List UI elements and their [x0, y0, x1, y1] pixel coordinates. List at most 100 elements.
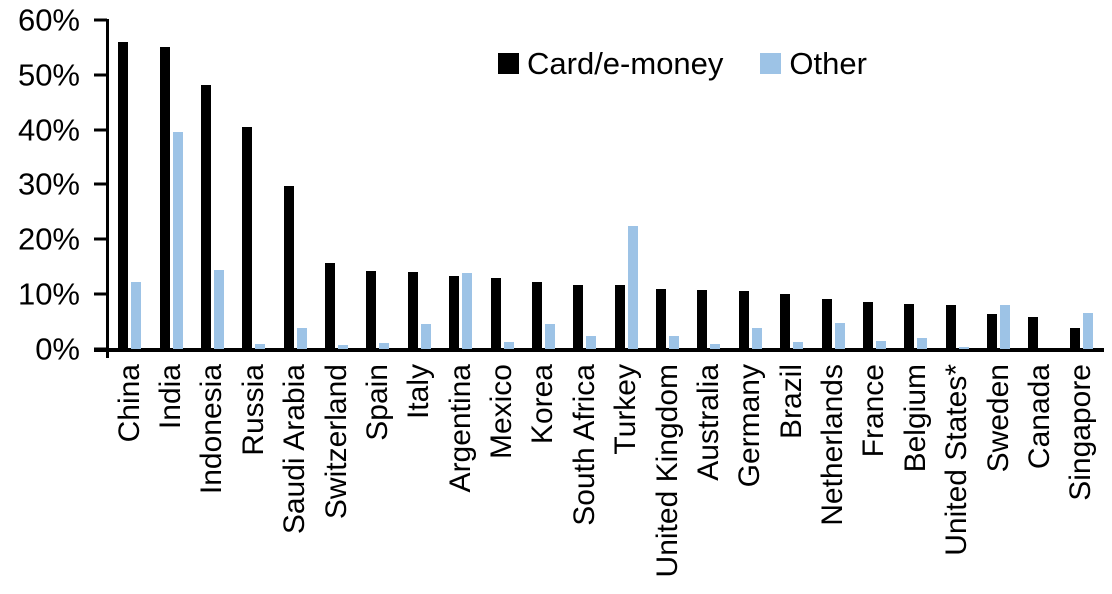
bar-card-e-money-united-states [945, 305, 956, 349]
bar-other-argentina [462, 273, 473, 349]
x-label-slot-indonesia: Indonesia [192, 360, 233, 592]
bar-card-e-money-korea [531, 282, 542, 349]
bar-other-korea [544, 323, 555, 349]
x-label-slot-germany: Germany [730, 360, 771, 592]
x-label-slot-australia: Australia [688, 360, 729, 592]
y-tick-mark-10 [94, 292, 107, 296]
x-label-slot-singapore: Singapore [1061, 360, 1102, 592]
bar-card-e-money-brazil [780, 294, 791, 349]
y-tick-mark-0 [94, 347, 107, 350]
y-tick-mark-30 [94, 182, 107, 186]
x-label-slot-belgium: Belgium [895, 360, 936, 592]
bar-card-e-money-argentina [449, 275, 460, 349]
x-label-russia: Russia [236, 364, 270, 456]
bar-card-e-money-netherlands [821, 298, 832, 349]
y-tick-mark-20 [94, 237, 107, 241]
x-label-slot-argentina: Argentina [440, 360, 481, 592]
bar-other-australia [710, 343, 721, 349]
x-label-slot-russia: Russia [233, 360, 274, 592]
bar-group-india [150, 20, 191, 349]
x-label-slot-italy: Italy [399, 360, 440, 592]
x-label-switzerland: Switzerland [319, 364, 353, 520]
x-label-slot-switzerland: Switzerland [316, 360, 357, 592]
bar-other-italy [420, 324, 431, 349]
x-label-slot-sweden: Sweden [978, 360, 1019, 592]
x-label-slot-spain: Spain [357, 360, 398, 592]
bar-other-united-states [958, 347, 969, 349]
bar-card-e-money-indonesia [200, 84, 211, 349]
x-label-slot-south-africa: South Africa [564, 360, 605, 592]
bar-card-e-money-india [159, 47, 170, 349]
x-label-spain: Spain [360, 364, 394, 441]
x-label-france: France [857, 364, 891, 458]
bar-other-saudi-arabia [296, 328, 307, 349]
legend-label-other: Other [789, 46, 867, 81]
bar-other-russia [255, 343, 266, 349]
x-axis-line [94, 348, 1104, 352]
bar-other-sweden [1000, 305, 1011, 349]
x-label-mexico: Mexico [485, 364, 519, 460]
bar-other-india [172, 132, 183, 349]
bar-other-brazil [793, 342, 804, 349]
bar-other-france [875, 340, 886, 349]
x-label-south-africa: South Africa [567, 364, 601, 526]
x-label-slot-saudi-arabia: Saudi Arabia [275, 360, 316, 592]
x-label-china: China [112, 364, 146, 443]
legend-swatch-card-e-money-icon [498, 53, 519, 74]
x-label-slot-korea: Korea [523, 360, 564, 592]
legend-item-other: Other [760, 48, 867, 79]
x-label-slot-turkey: Turkey [606, 360, 647, 592]
bar-other-switzerland [338, 344, 349, 349]
legend-item-card-e-money: Card/e-money [498, 48, 723, 79]
legend-swatch-other-icon [760, 53, 782, 74]
bar-other-indonesia [213, 270, 224, 349]
bar-card-e-money-france [862, 301, 873, 349]
bar-group-argentina [440, 20, 481, 349]
bar-other-mexico [503, 341, 514, 349]
y-tick-label-0: 0% [35, 331, 80, 366]
bar-group-turkey [606, 20, 647, 349]
legend-label-card-e-money: Card/e-money [527, 46, 724, 81]
bar-group-mexico [481, 20, 522, 349]
bar-group-indonesia [192, 20, 233, 349]
bar-group-singapore [1061, 20, 1102, 349]
bar-card-e-money-canada [1028, 316, 1039, 349]
x-label-argentina: Argentina [443, 364, 477, 493]
bar-card-e-money-mexico [490, 278, 501, 349]
y-tick-mark-60 [94, 18, 107, 22]
bar-other-singapore [1082, 312, 1093, 349]
bar-card-e-money-russia [242, 127, 253, 349]
x-label-singapore: Singapore [1064, 364, 1098, 501]
x-label-sweden: Sweden [981, 364, 1015, 473]
bar-card-e-money-belgium [904, 304, 915, 349]
y-axis-line [106, 19, 109, 358]
bar-group-italy [399, 20, 440, 349]
bar-other-belgium [917, 338, 928, 349]
x-label-india: India [154, 364, 188, 430]
x-label-italy: Italy [402, 364, 436, 420]
bar-card-e-money-germany [738, 291, 749, 349]
bar-card-e-money-south-africa [573, 284, 584, 349]
y-tick-label-20: 20% [17, 221, 80, 257]
x-label-slot-brazil: Brazil [771, 360, 812, 592]
bar-group-belgium [895, 20, 936, 349]
bar-card-e-money-spain [366, 271, 377, 349]
bar-group-united-states [937, 20, 978, 349]
bar-card-e-money-china [118, 41, 129, 349]
x-label-slot-netherlands: Netherlands [812, 360, 853, 592]
bar-group-germany [730, 20, 771, 349]
bar-group-south-africa [564, 20, 605, 349]
x-label-belgium: Belgium [898, 364, 932, 473]
x-label-australia: Australia [691, 364, 725, 481]
bar-group-netherlands [812, 20, 853, 349]
y-tick-label-30: 30% [17, 166, 80, 202]
bar-card-e-money-italy [407, 271, 418, 349]
y-tick-mark-40 [94, 128, 107, 131]
bar-group-korea [523, 20, 564, 349]
x-label-slot-france: France [854, 360, 895, 592]
x-label-slot-united-kingdom: United Kingdom [647, 360, 688, 592]
x-label-brazil: Brazil [774, 364, 808, 440]
bar-other-united-kingdom [669, 335, 680, 349]
y-tick-label-50: 50% [17, 57, 80, 93]
bar-other-spain [379, 342, 390, 349]
